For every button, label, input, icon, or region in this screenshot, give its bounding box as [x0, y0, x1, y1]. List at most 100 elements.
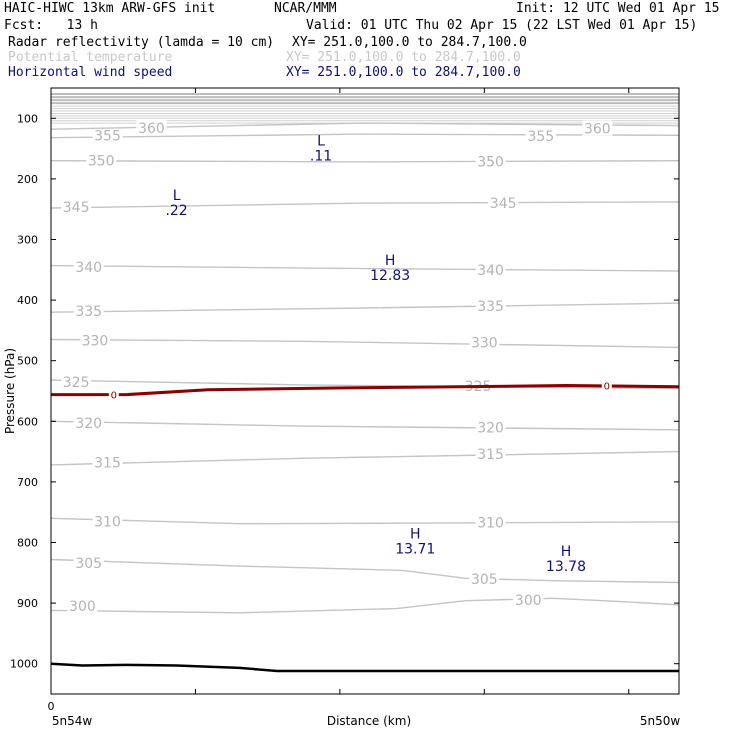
- isentrope-350: [50, 160, 680, 163]
- x-right-lonlat: 5n50w: [640, 714, 681, 728]
- field-name-reflectivity: Radar reflectivity (lamda = 10 cm): [8, 35, 275, 50]
- x-tick-zero: 0: [48, 700, 55, 713]
- isentrope-305: [50, 558, 680, 584]
- wind-extremum-value: 13.71: [395, 541, 435, 557]
- wind-extremum-letter: H: [385, 253, 396, 269]
- isentrope-label: 310: [94, 514, 121, 530]
- isentrope-label: 350: [88, 154, 115, 170]
- isentrope-315: [50, 450, 680, 466]
- isentrope-label: 335: [75, 304, 102, 320]
- isentrope-320: [50, 420, 680, 431]
- isentrope-label-bg: [92, 127, 123, 143]
- isentrope-label-bg: [86, 152, 117, 168]
- org-label: NCAR/MMM: [274, 1, 337, 16]
- isentrope-label: 345: [490, 196, 517, 212]
- isentrope-label: 305: [75, 556, 102, 572]
- isentrope-300: [50, 597, 680, 614]
- y-tick-label: 1000: [10, 658, 38, 671]
- isentrope-325: [50, 379, 680, 390]
- wind-extremum-value: .11: [310, 149, 332, 165]
- y-tick-label: 800: [17, 537, 38, 550]
- isentrope-label: 320: [477, 420, 504, 436]
- isentrope-label: 340: [75, 260, 102, 276]
- reflectivity-label-bg: [108, 388, 119, 401]
- x-axis-label: Distance (km): [327, 714, 411, 728]
- isentrope-label-bg: [475, 153, 506, 169]
- reflectivity-label-bg: [601, 379, 612, 392]
- isentrope-label-bg: [475, 261, 506, 277]
- x-left-lonlat: 5n54w: [52, 714, 93, 728]
- forecast-hour: Fcst: 13 h: [4, 18, 98, 33]
- isentrope-label-bg: [513, 592, 544, 608]
- isentrope-label: 310: [477, 516, 504, 532]
- isentrope-label: 355: [527, 129, 554, 145]
- wind-extremum-letter: H: [410, 526, 421, 542]
- isentrope-label-bg: [469, 570, 500, 586]
- field-xy-theta: XY= 251.0,100.0 to 284.7,100.0: [286, 50, 521, 65]
- wind-extremum-value: 12.83: [370, 268, 410, 284]
- isentrope-label: 340: [477, 263, 504, 279]
- field-name-theta: Potential temperature: [8, 50, 173, 65]
- isentrope-label: 315: [477, 447, 504, 463]
- field-xy-wind: XY= 251.0,100.0 to 284.7,100.0: [286, 65, 521, 80]
- y-tick-label: 600: [17, 415, 38, 428]
- isentrope-label: 315: [94, 456, 121, 472]
- isentrope-label: 345: [63, 200, 90, 216]
- isentrope-label: 305: [471, 572, 498, 588]
- isentrope-label-bg: [73, 555, 104, 571]
- isentrope-label-bg: [475, 298, 506, 314]
- isentrope-label: 320: [75, 416, 102, 432]
- isentrope-label-bg: [73, 258, 104, 274]
- isentrope-label: 360: [138, 121, 165, 137]
- wind-extremum-letter: H: [561, 544, 572, 560]
- isentrope-label-bg: [73, 415, 104, 431]
- isentrope-label-bg: [475, 446, 506, 462]
- isentrope-label: 330: [82, 334, 109, 350]
- isentrope-label: 360: [584, 122, 611, 138]
- y-tick-label: 500: [17, 355, 38, 368]
- wind-extremum-value: .22: [165, 203, 187, 219]
- isentrope-345: [50, 201, 680, 209]
- isentrope-label-bg: [475, 514, 506, 530]
- y-tick-label: 400: [17, 294, 38, 307]
- isentrope-label-bg: [73, 303, 104, 319]
- isentrope-310: [50, 517, 680, 525]
- isentrope-label: 325: [63, 375, 90, 391]
- surface-line: [50, 662, 679, 673]
- y-tick-label: 300: [17, 234, 38, 247]
- isentrope-330: [50, 338, 680, 349]
- isentrope-label-bg: [92, 454, 123, 470]
- isentrope-label-bg: [61, 373, 92, 389]
- reflectivity-label: 0: [111, 391, 117, 402]
- isentrope-label-bg: [61, 198, 92, 214]
- isentrope-355: [50, 133, 680, 139]
- valid-time: Valid: 01 UTC Thu 02 Apr 15 (22 LST Wed …: [306, 18, 698, 33]
- model-title: HAIC-HIWC 13km ARW-GFS init: [4, 1, 216, 16]
- y-tick-label: 700: [17, 476, 38, 489]
- isentrope-label: 335: [477, 299, 504, 315]
- isentrope-label-bg: [136, 119, 167, 135]
- isentrope-label: 330: [471, 336, 498, 352]
- isentrope-label-bg: [525, 127, 556, 143]
- isentrope-label-bg: [67, 598, 98, 614]
- reflectivity-contour: [51, 383, 680, 397]
- init-time: Init: 12 UTC Wed 01 Apr 15: [516, 1, 720, 16]
- isentrope-340: [50, 264, 680, 272]
- plot-frame: [50, 87, 680, 695]
- isentrope-label-bg: [488, 195, 519, 211]
- y-tick-label: 200: [17, 173, 38, 186]
- isentrope-label: 355: [94, 128, 121, 144]
- isentrope-label: 350: [477, 154, 504, 170]
- y-axis-label: Pressure (hPa): [3, 348, 17, 434]
- isentrope-label-bg: [469, 334, 500, 350]
- wind-extremum-letter: L: [317, 134, 325, 150]
- field-name-wind: Horizontal wind speed: [8, 65, 173, 80]
- reflectivity-label: 0: [604, 382, 610, 393]
- isentrope-label-bg: [475, 419, 506, 435]
- isentrope-label: 300: [515, 593, 542, 609]
- isentrope-335: [50, 302, 680, 313]
- isentrope-label: 300: [69, 599, 96, 615]
- isentrope-label-bg: [79, 332, 110, 348]
- y-tick-label: 100: [17, 112, 38, 125]
